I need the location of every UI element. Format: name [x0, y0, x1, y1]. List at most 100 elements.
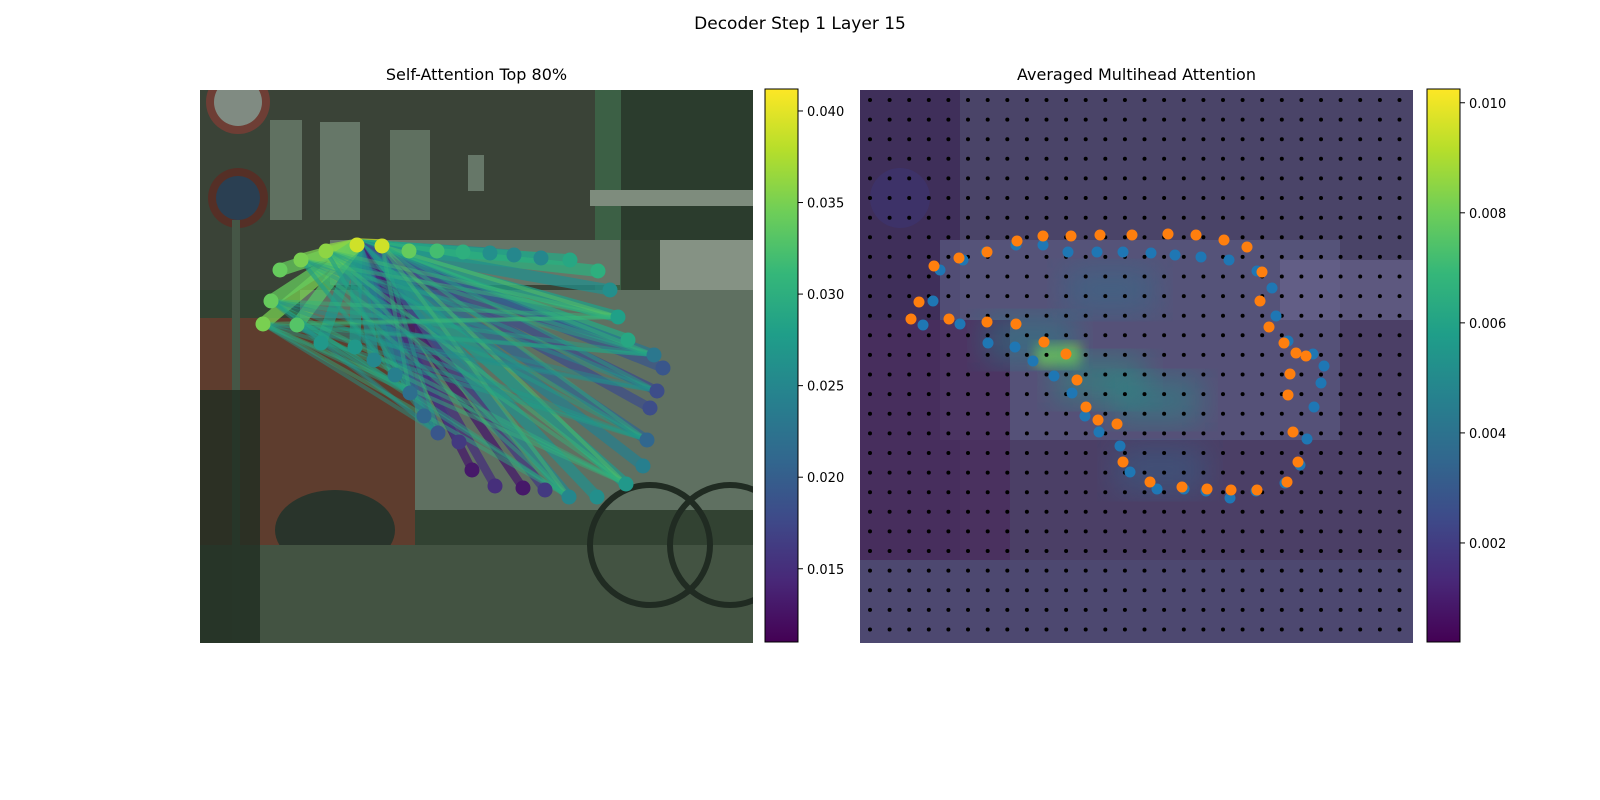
grid-point: [1064, 137, 1069, 142]
polygon-point: [1060, 348, 1072, 360]
grid-point: [1397, 509, 1402, 514]
grid-point: [1377, 156, 1382, 161]
grid-point: [946, 254, 951, 259]
grid-point: [1044, 431, 1049, 436]
grid-point: [887, 176, 892, 181]
grid-point: [1024, 392, 1029, 397]
grid-point: [1083, 137, 1088, 142]
grid-point: [985, 333, 990, 338]
grid-point: [1338, 313, 1343, 318]
polygon-point: [1038, 336, 1050, 348]
grid-point: [1005, 411, 1010, 416]
grid-point: [1240, 137, 1245, 142]
grid-point: [1064, 627, 1069, 632]
grid-point: [1162, 607, 1167, 612]
grid-point: [1024, 274, 1029, 279]
grid-point: [1260, 254, 1265, 259]
polygon-point: [1284, 368, 1296, 380]
grid-point: [1279, 588, 1284, 593]
grid-point: [1005, 549, 1010, 553]
grid-point: [1260, 352, 1265, 357]
grid-point: [926, 568, 931, 573]
grid-point: [1162, 352, 1167, 357]
grid-point: [887, 98, 892, 102]
grid-point: [887, 196, 892, 200]
grid-point: [926, 274, 931, 279]
grid-point: [966, 352, 970, 357]
attention-edge: [324, 249, 620, 319]
grid-point: [1162, 156, 1167, 161]
grid-point: [1319, 431, 1323, 436]
grid-point: [887, 235, 892, 240]
polygon-point: [1270, 310, 1282, 322]
grid-point: [1279, 156, 1284, 161]
grid-point: [1338, 254, 1343, 259]
grid-point: [907, 176, 912, 181]
grid-point: [946, 117, 951, 122]
grid-point: [1201, 588, 1206, 593]
grid-point: [1103, 333, 1108, 338]
grid-point: [868, 137, 872, 142]
attention-edge: [295, 323, 659, 393]
grid-point: [1122, 274, 1127, 279]
grid-point: [926, 451, 931, 455]
grid-point: [1162, 215, 1167, 220]
grid-point: [1260, 333, 1265, 338]
grid-point: [1162, 627, 1167, 632]
grid-point: [1044, 549, 1049, 553]
grid-point: [1083, 333, 1088, 338]
grid-point: [1279, 117, 1284, 122]
grid-point: [1103, 568, 1108, 573]
grid-point: [1103, 274, 1108, 279]
grid-point: [907, 254, 912, 259]
grid-point: [1358, 392, 1363, 397]
grid-point: [1260, 156, 1265, 161]
grid-point: [1338, 176, 1343, 181]
grid-point: [907, 196, 912, 200]
attention-edge: [380, 244, 628, 486]
grid-point: [1181, 98, 1186, 102]
grid-point: [907, 411, 912, 416]
attention-node: [387, 367, 403, 383]
attention-edge: [299, 258, 649, 442]
grid-point: [1397, 431, 1402, 436]
grid-point: [887, 451, 892, 455]
grid-point: [1083, 176, 1088, 181]
attention-node: [289, 317, 305, 333]
grid-point: [1044, 470, 1049, 475]
grid-point: [1044, 294, 1049, 299]
grid-point: [1240, 196, 1245, 200]
grid-point: [907, 431, 912, 436]
grid-point: [1358, 215, 1363, 220]
grid-point: [1319, 117, 1323, 122]
polygon-point: [1301, 433, 1313, 445]
grid-point: [1103, 294, 1108, 299]
grid-point: [1260, 509, 1265, 514]
grid-point: [1240, 451, 1245, 455]
grid-point: [1240, 392, 1245, 397]
grid-point: [1103, 411, 1108, 416]
grid-point: [1201, 411, 1206, 416]
attention-node: [482, 245, 498, 261]
grid-point: [1201, 294, 1206, 299]
attention-edge: [380, 244, 620, 319]
grid-point: [1201, 215, 1206, 220]
grid-point: [1005, 588, 1010, 593]
grid-point: [1221, 215, 1225, 220]
grid-point: [1397, 313, 1402, 318]
grid-point: [946, 607, 951, 612]
attention-edge: [295, 323, 412, 395]
polygon-point: [1224, 492, 1236, 504]
attention-node: [349, 237, 365, 253]
grid-point: [1181, 215, 1186, 220]
attention-edge: [269, 299, 659, 393]
grid-point: [1201, 549, 1206, 553]
grid-point: [868, 529, 872, 534]
grid-point: [926, 98, 931, 102]
grid-point: [1377, 529, 1382, 534]
grid-point: [1240, 98, 1245, 102]
grid-point: [1279, 235, 1284, 240]
grid-point: [1319, 529, 1323, 534]
grid-point: [1201, 470, 1206, 475]
grid-point: [907, 451, 912, 455]
